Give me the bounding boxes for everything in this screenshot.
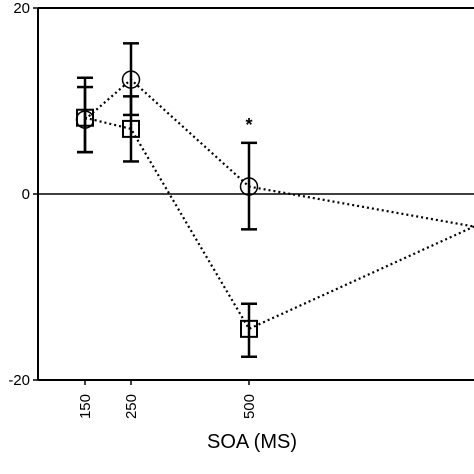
x-tick-label: 150 [77,394,94,419]
series-2-point [122,119,140,138]
series-1-line [84,78,474,228]
series-1-point [121,70,141,89]
x-tick-label: 500 [241,394,258,419]
chart-axes: 20 0 -20 150 250 500 [8,0,474,419]
y-tick-label: 20 [13,0,30,17]
x-tick-label: 250 [123,394,140,419]
series-2-point [240,319,258,338]
series-1-point [239,177,259,196]
significance-annotation: * [245,115,252,135]
series-2-point [76,108,94,127]
x-axis-title: SOA (MS) [207,431,297,453]
y-tick-label: 0 [22,186,30,203]
series-2-line [84,116,474,331]
y-tick-label: -20 [8,372,30,389]
chart-series-layer: * [75,42,474,358]
